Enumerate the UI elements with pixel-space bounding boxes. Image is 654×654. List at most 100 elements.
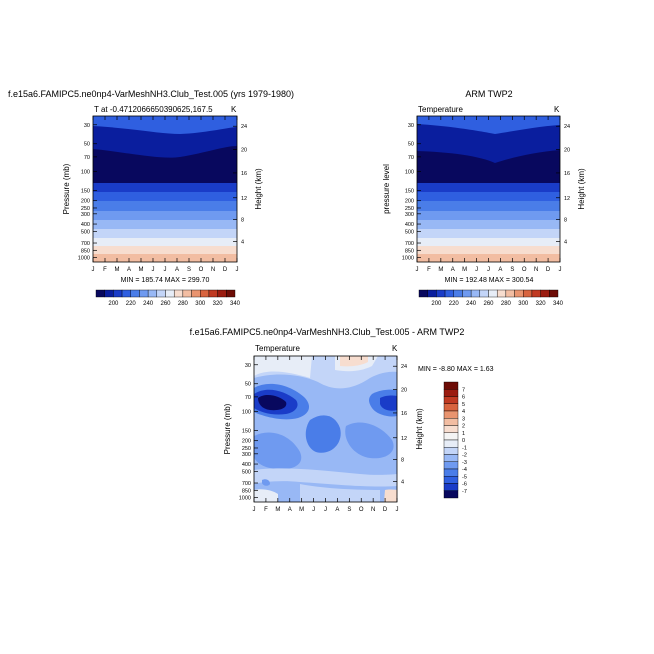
panel-diff-title: f.e15a6.FAMIPC5.ne0np4-VarMeshNH3.Club_T… (190, 327, 465, 337)
x-tick-label: M (275, 507, 280, 513)
y-tick-label: 100 (81, 169, 90, 175)
colorbar-label: -7 (462, 489, 467, 495)
y-tick-label: 150 (81, 188, 90, 194)
colorbar-swatch (479, 289, 489, 298)
y-tick-label: 700 (405, 241, 414, 247)
panel-obs-ylabel: pressure level (382, 164, 391, 214)
y-tick-label: 300 (81, 212, 90, 218)
y-tick-label: 300 (405, 212, 414, 218)
y-tick-label: 850 (81, 248, 90, 254)
colorbar-label: 6 (462, 395, 465, 401)
y-right-tick-label: 24 (401, 364, 407, 370)
colorbar-label: 200 (431, 301, 442, 307)
colorbar-swatch (443, 432, 459, 441)
x-tick-label: D (223, 267, 228, 273)
colorbar-label: 1 (462, 431, 465, 437)
colorbar-swatch (208, 289, 218, 298)
y-tick-label: 700 (242, 481, 251, 487)
colorbar-label: 320 (536, 301, 547, 307)
y-tick-label: 1000 (78, 256, 90, 262)
panel-model-stats: MIN = 185.74 MAX = 299.70 (121, 277, 210, 284)
colorbar-swatch (436, 289, 446, 298)
y-tick-label: 100 (242, 409, 251, 415)
band (93, 146, 237, 183)
x-tick-label: O (199, 267, 204, 273)
colorbar-label: 300 (195, 301, 206, 307)
x-tick-label: J (416, 267, 419, 273)
x-tick-label: N (371, 507, 375, 513)
colorbar-label: 2 (462, 424, 465, 430)
x-tick-label: D (383, 507, 388, 513)
colorbar-label: 5 (462, 402, 465, 408)
y-right-tick-label: 16 (241, 171, 247, 177)
y-tick-label: 150 (405, 188, 414, 194)
colorbar-swatch (156, 289, 166, 298)
colorbar-swatch (443, 403, 459, 412)
y-right-tick-label: 24 (241, 124, 247, 130)
colorbar-swatch (217, 289, 227, 298)
colorbar-swatch (113, 289, 123, 298)
x-tick-label: N (211, 267, 215, 273)
band (305, 415, 341, 453)
x-tick-label: M (139, 267, 144, 273)
colorbar-label: -2 (462, 453, 467, 459)
colorbar-swatch (443, 447, 459, 455)
colorbar-label: 200 (108, 301, 119, 307)
colorbar-label: -3 (462, 460, 467, 466)
panel-model: f.e15a6.FAMIPC5.ne0np4-VarMeshNH3.Club_T… (8, 89, 294, 307)
panel-diff-subtitle-right: K (392, 344, 398, 353)
panel-diff-subtitle-left: Temperature (255, 344, 300, 353)
y-tick-label: 200 (405, 199, 414, 205)
y-right-tick-label: 20 (401, 388, 407, 394)
colorbar-label: 260 (483, 301, 494, 307)
x-tick-label: J (324, 507, 327, 513)
band (384, 489, 397, 502)
y-tick-label: 850 (242, 488, 251, 494)
colorbar-swatch (443, 454, 459, 462)
band (380, 395, 397, 411)
colorbar-label: 240 (466, 301, 477, 307)
band (254, 489, 278, 502)
panel-obs-stats: MIN = 192.48 MAX = 300.54 (445, 277, 534, 284)
y-tick-label: 500 (81, 229, 90, 235)
colorbar-label: 280 (501, 301, 512, 307)
band (262, 479, 270, 486)
colorbar-label: -1 (462, 445, 467, 451)
colorbar-swatch (443, 461, 459, 470)
colorbar-label: 7 (462, 387, 465, 393)
colorbar-swatch (121, 289, 131, 298)
colorbar-label: 260 (160, 301, 171, 307)
panel-diff-stats: MIN = -8.80 MAX = 1.63 (418, 366, 494, 373)
colorbar-swatch (549, 289, 559, 298)
panel-obs-subtitle-left: Temperature (418, 105, 463, 114)
colorbar-label: 340 (553, 301, 564, 307)
colorbar-label: 4 (462, 409, 465, 415)
colorbar-swatch (130, 289, 140, 298)
y-tick-label: 50 (84, 142, 90, 148)
colorbar-swatch (226, 289, 236, 298)
colorbar-swatch (443, 418, 459, 426)
x-tick-label: M (299, 507, 304, 513)
colorbar-swatch (165, 289, 175, 298)
x-tick-label: J (152, 267, 155, 273)
panel-diff: f.e15a6.FAMIPC5.ne0np4-VarMeshNH3.Club_T… (190, 327, 494, 513)
y-right-tick-label: 20 (564, 148, 570, 154)
y-right-tick-label: 20 (241, 148, 247, 154)
x-tick-label: M (115, 267, 120, 273)
x-tick-label: A (127, 267, 131, 273)
colorbar-swatch (443, 439, 459, 448)
y-tick-label: 300 (242, 452, 251, 458)
band (254, 468, 397, 487)
colorbar-label: 3 (462, 416, 465, 422)
y-tick-label: 500 (242, 469, 251, 475)
colorbar-swatch (453, 289, 463, 298)
colorbar-swatch (173, 289, 184, 298)
panel-model-subtitle-right: K (231, 105, 237, 114)
x-tick-label: A (451, 267, 455, 273)
y-tick-label: 70 (408, 155, 414, 161)
x-tick-label: A (498, 267, 502, 273)
x-tick-label: S (347, 507, 351, 513)
panel-model-field (93, 116, 237, 262)
x-tick-label: O (359, 507, 364, 513)
y-tick-label: 70 (245, 395, 251, 401)
